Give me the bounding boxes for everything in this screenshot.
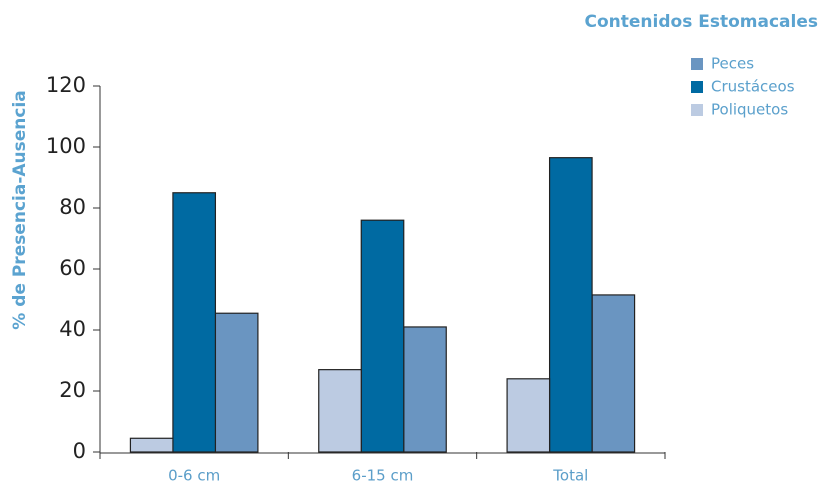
bar [548,157,593,453]
y-tick-label: 120 [46,73,86,97]
bar [214,312,259,453]
legend-swatch [691,104,703,116]
y-axis-label: % de Presencia-Ausencia [10,90,30,330]
bar [506,378,551,453]
bar [591,294,636,453]
x-tick-label: 6-15 cm [352,467,414,485]
x-tick-label: 0-6 cm [168,467,220,485]
legend-label: Crustáceos [711,78,795,96]
y-tick-label: 100 [46,134,86,158]
y-tick-label: 40 [59,317,86,341]
y-tick-label: 80 [59,195,86,219]
legend-swatch [691,81,703,93]
legend-swatch [691,58,703,70]
chart-title: Contenidos Estomacales [585,12,818,32]
y-tick-label: 20 [59,378,86,402]
y-tick-label: 60 [59,256,86,280]
bar [172,192,217,453]
y-tick-label: 0 [73,439,86,463]
x-tick-label: Total [552,467,588,485]
bar [360,219,405,453]
bar [403,326,447,453]
bar [318,369,362,453]
legend-label: Poliquetos [711,101,788,119]
legend-label: Peces [711,55,754,73]
bar [129,437,174,453]
